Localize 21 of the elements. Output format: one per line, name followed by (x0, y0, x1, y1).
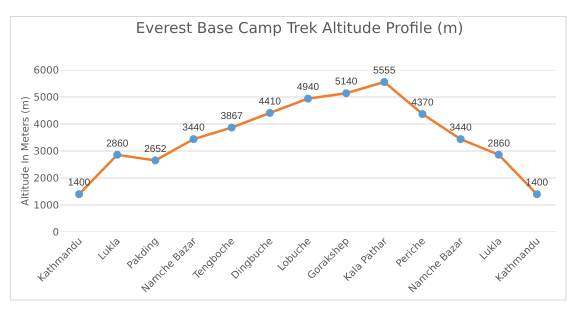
y-tick-label: 2000 (34, 174, 59, 184)
data-label: 4940 (296, 82, 320, 94)
data-label: 5140 (335, 76, 358, 88)
data-label: 2860 (106, 138, 129, 150)
y-tick-label: 0 (52, 228, 59, 238)
chart-title: Everest Base Camp Trek Altitude Profile (m) (136, 18, 464, 37)
data-label: 5555 (373, 66, 396, 77)
y-tick-label: 3000 (34, 146, 59, 158)
data-label: 4410 (258, 96, 282, 108)
y-tick-label: 4000 (34, 120, 59, 130)
data-label: 2860 (488, 138, 510, 150)
y-axis-title: Altitude In Meters (m) (20, 96, 32, 206)
data-label: 3440 (449, 122, 472, 134)
y-tick-label: 6000 (34, 66, 59, 76)
data-label: 4370 (411, 98, 434, 109)
y-tick-label: 1000 (34, 200, 59, 212)
data-label: 2652 (144, 144, 167, 155)
data-label: 1400 (526, 178, 548, 189)
data-label: 3440 (182, 122, 206, 134)
y-tick-label: 5000 (34, 92, 59, 104)
data-label: 3867 (220, 111, 244, 122)
